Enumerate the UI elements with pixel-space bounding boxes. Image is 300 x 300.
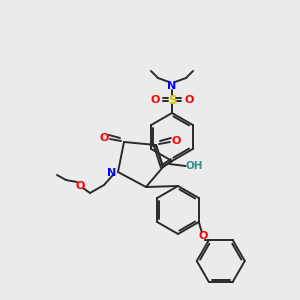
Text: OH: OH [186, 161, 203, 171]
Text: N: N [107, 168, 117, 178]
Text: O: O [75, 181, 85, 191]
Text: O: O [171, 136, 181, 146]
Text: O: O [184, 95, 194, 105]
Text: S: S [168, 94, 176, 106]
Text: N: N [167, 81, 177, 91]
Text: O: O [99, 133, 109, 143]
Text: O: O [150, 95, 160, 105]
Text: O: O [198, 231, 208, 241]
